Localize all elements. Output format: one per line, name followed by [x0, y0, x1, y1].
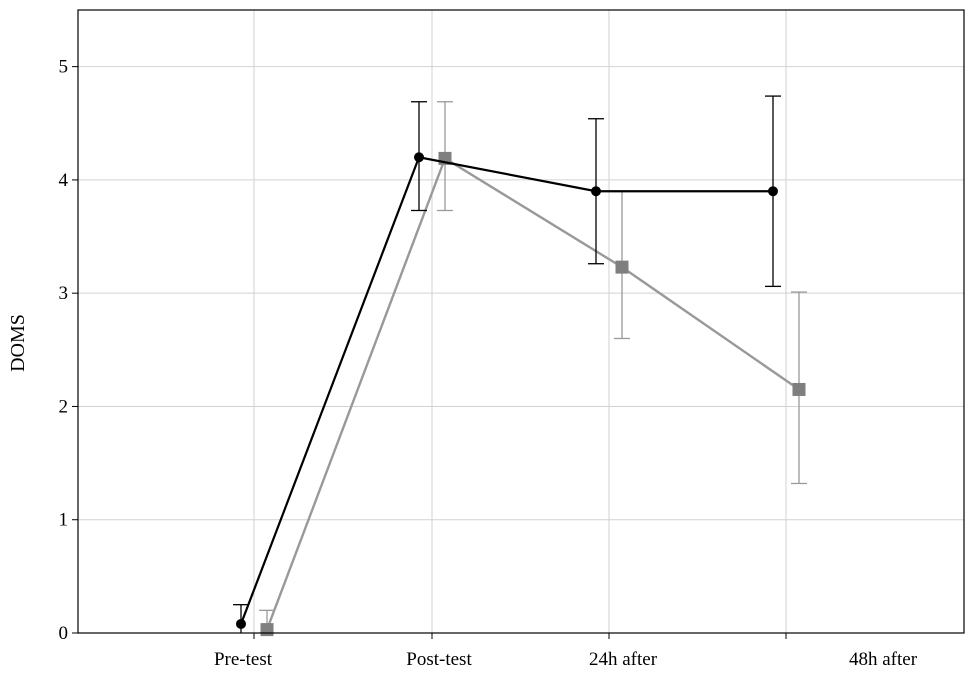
series-1 [233, 95, 781, 633]
plot-background [78, 10, 964, 633]
x-tick-label: Pre-test [214, 649, 273, 670]
x-tick-label: 24h after [589, 649, 658, 670]
data-point [792, 382, 806, 396]
y-tick-label: 0 [59, 623, 69, 644]
y-axis-label: DOMS [7, 314, 29, 372]
y-ticks: 0 1 2 3 4 5 [59, 57, 78, 644]
data-point [414, 152, 424, 163]
series-2 [259, 101, 807, 637]
x-tick-label: Post-test [406, 649, 472, 670]
y-tick-label: 4 [59, 170, 69, 191]
series-layer [233, 95, 807, 637]
x-ticks: Pre-test Post-test 24h after 48h after [214, 633, 918, 670]
plot-frame [77, 9, 965, 634]
grid [78, 10, 964, 633]
x-tick-label: 48h after [849, 649, 918, 670]
y-tick-label: 5 [59, 57, 69, 78]
y-tick-label: 2 [59, 396, 69, 417]
data-point [768, 186, 778, 197]
y-tick-label: 3 [59, 283, 69, 304]
data-point [236, 618, 246, 629]
data-point [260, 623, 274, 637]
series-line [239, 156, 773, 625]
y-tick-label: 1 [59, 510, 69, 531]
data-point [591, 186, 601, 197]
series-line [265, 156, 800, 631]
data-point [615, 260, 629, 274]
